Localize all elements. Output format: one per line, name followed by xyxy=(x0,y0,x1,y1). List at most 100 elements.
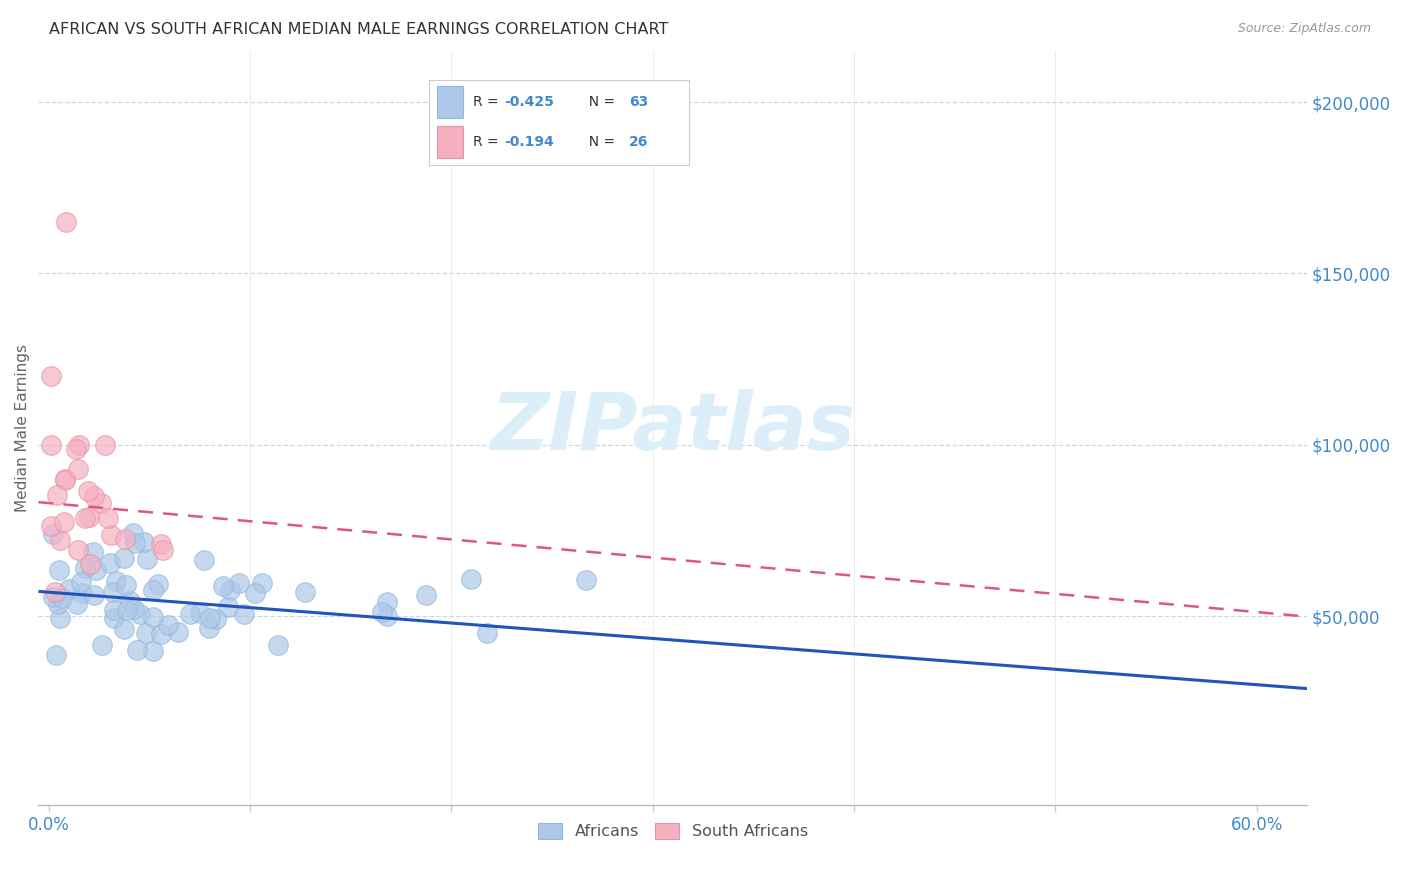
Point xyxy=(371,605,394,619)
Point xyxy=(124,535,146,549)
Point xyxy=(205,612,228,626)
Text: ZIPatlas: ZIPatlas xyxy=(491,389,855,467)
Point xyxy=(41,590,63,604)
Text: -0.425: -0.425 xyxy=(505,95,554,110)
Point xyxy=(179,607,201,622)
Point xyxy=(103,611,125,625)
Point xyxy=(39,519,62,533)
Point xyxy=(41,526,63,541)
Bar xyxy=(437,126,463,158)
Point xyxy=(233,607,256,621)
Point xyxy=(39,369,62,384)
Point xyxy=(48,562,70,576)
Point xyxy=(73,510,96,524)
Point xyxy=(575,573,598,587)
Y-axis label: Median Male Earnings: Median Male Earnings xyxy=(15,343,30,512)
Point xyxy=(98,557,121,571)
Point xyxy=(198,621,221,635)
Point xyxy=(167,625,190,640)
Point xyxy=(82,545,104,559)
Point xyxy=(100,527,122,541)
Point xyxy=(112,550,135,565)
Point xyxy=(105,574,128,589)
Point xyxy=(75,561,97,575)
Legend: Africans, South Africans: Africans, South Africans xyxy=(531,816,814,846)
Point xyxy=(267,639,290,653)
Point xyxy=(228,575,250,590)
Point xyxy=(90,496,112,510)
Point xyxy=(44,585,66,599)
Point xyxy=(142,644,165,658)
Point xyxy=(77,510,100,524)
Point xyxy=(294,585,316,599)
Point xyxy=(122,602,145,616)
Text: N =: N = xyxy=(579,95,619,110)
Point xyxy=(188,606,211,620)
Point xyxy=(218,583,240,598)
Point xyxy=(94,438,117,452)
Point xyxy=(48,611,70,625)
Point xyxy=(415,588,437,602)
Point xyxy=(101,585,124,599)
Point xyxy=(129,607,152,621)
Point xyxy=(142,610,165,624)
Text: N =: N = xyxy=(579,136,619,149)
Point xyxy=(150,537,173,551)
Point xyxy=(103,603,125,617)
Point xyxy=(45,648,67,663)
Point xyxy=(77,483,100,498)
Point xyxy=(149,627,172,641)
Point xyxy=(66,462,89,476)
Point xyxy=(52,515,75,529)
Point xyxy=(58,582,80,597)
Point xyxy=(46,488,69,502)
Point xyxy=(114,533,136,547)
Point xyxy=(66,542,89,557)
Point xyxy=(65,442,87,457)
Point xyxy=(65,597,87,611)
Point xyxy=(142,582,165,597)
Text: R =: R = xyxy=(472,95,503,110)
Point xyxy=(375,609,398,624)
Point xyxy=(375,595,398,609)
Point xyxy=(146,577,169,591)
Point xyxy=(67,438,90,452)
Point xyxy=(193,553,215,567)
Point xyxy=(152,542,174,557)
Point xyxy=(49,533,72,547)
Bar xyxy=(437,87,463,119)
Point xyxy=(122,526,145,541)
Text: 63: 63 xyxy=(628,95,648,110)
Point xyxy=(97,510,120,524)
Point xyxy=(90,638,112,652)
Point xyxy=(460,572,482,586)
Point xyxy=(115,602,138,616)
Point xyxy=(132,534,155,549)
Point xyxy=(250,575,273,590)
Point xyxy=(475,625,498,640)
Point xyxy=(86,563,108,577)
Point xyxy=(157,618,180,632)
Text: 26: 26 xyxy=(628,136,648,149)
Point xyxy=(53,472,76,486)
Point xyxy=(83,588,105,602)
Point xyxy=(118,594,141,608)
Text: R =: R = xyxy=(472,136,503,149)
Point xyxy=(83,489,105,503)
Point xyxy=(51,591,73,605)
Point xyxy=(200,611,222,625)
Point xyxy=(115,578,138,592)
Point xyxy=(135,625,157,640)
Point xyxy=(217,599,239,614)
Point xyxy=(79,557,101,571)
Point xyxy=(135,551,157,566)
Point xyxy=(55,215,77,229)
Text: Source: ZipAtlas.com: Source: ZipAtlas.com xyxy=(1237,22,1371,36)
Point xyxy=(211,579,233,593)
Point xyxy=(39,438,62,452)
Point xyxy=(112,623,135,637)
Text: -0.194: -0.194 xyxy=(505,136,554,149)
Text: AFRICAN VS SOUTH AFRICAN MEDIAN MALE EARNINGS CORRELATION CHART: AFRICAN VS SOUTH AFRICAN MEDIAN MALE EAR… xyxy=(49,22,669,37)
Point xyxy=(72,586,94,600)
Point xyxy=(70,574,93,589)
